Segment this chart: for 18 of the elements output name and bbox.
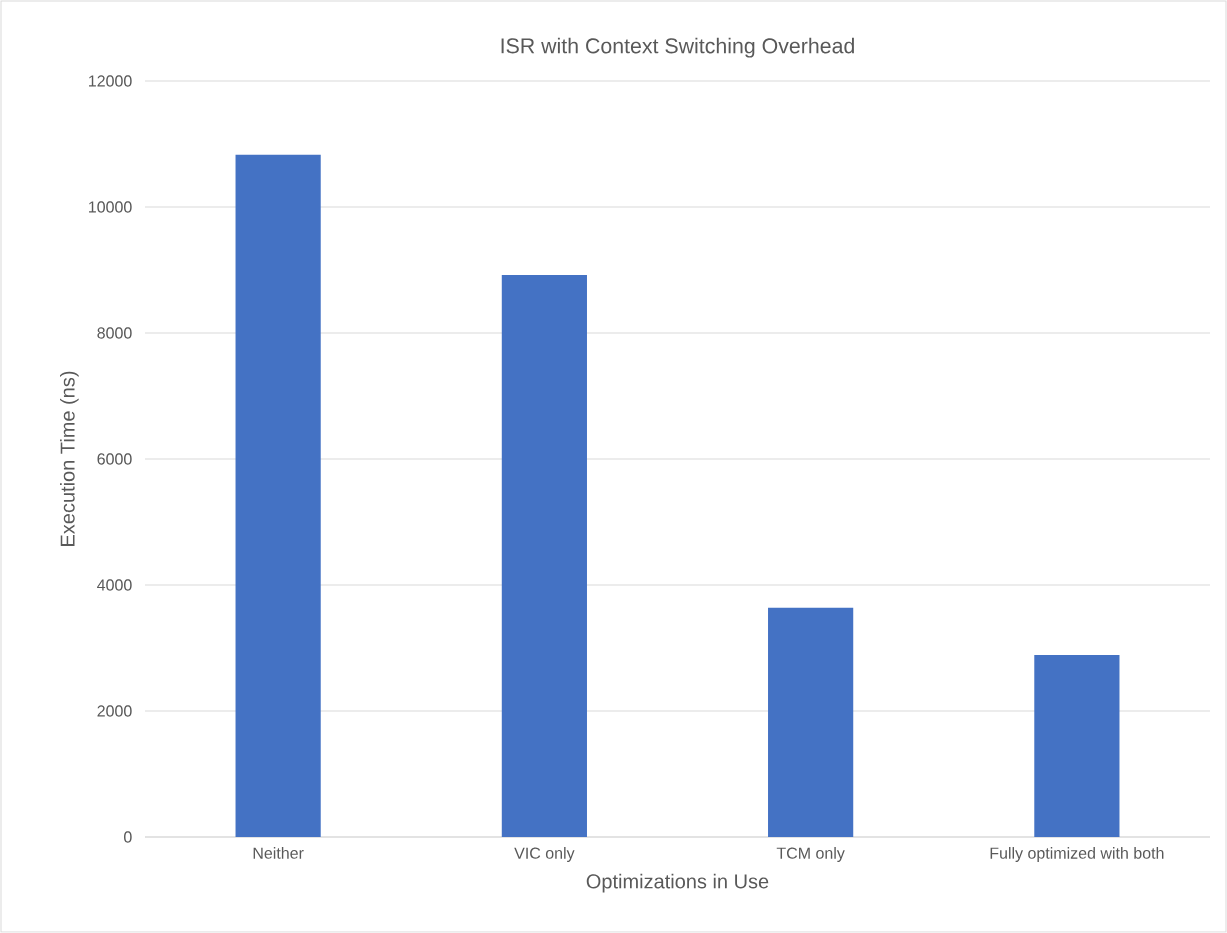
x-tick-label: Neither [253,847,304,859]
y-tick-label: 10000 [89,201,132,213]
x-tick-label: TCM only [776,847,845,862]
bar [1034,654,1120,837]
x-tick-label: VIC only [514,847,575,862]
y-tick-label: 0 [124,831,132,843]
y-tick-label: 8000 [97,327,132,339]
x-axis-title: Optimizations in Use [586,873,769,893]
y-tick-label: 6000 [97,453,132,465]
bar [501,275,587,837]
y-tick-label: 2000 [97,705,132,717]
bar [768,607,854,837]
y-tick-label: 4000 [97,579,132,591]
x-tick-label: Fully optimized with both [990,847,1164,862]
bar [235,154,321,837]
chart-title: ISR with Context Switching Overhead [501,37,854,58]
y-tick-label: 12000 [89,75,132,87]
y-axis-title: Execution Time (ns) [60,371,79,546]
